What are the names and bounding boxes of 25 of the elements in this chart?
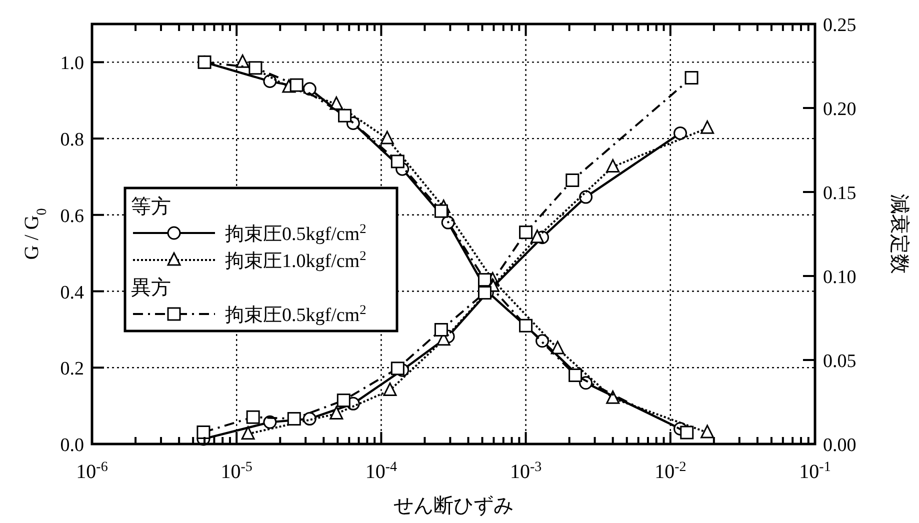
y2-tick-label: 0.10	[823, 267, 856, 288]
y2-axis-title: 減衰定数	[888, 194, 910, 274]
x-tick-label: 10$^{-1}$	[799, 460, 831, 483]
y-tick-label: 0.6	[60, 206, 84, 227]
y-tick-label: 0.2	[60, 358, 84, 380]
x-tick-label: 10$^{-3}$	[510, 460, 542, 483]
x-tick-label: 10$^{-6}$	[76, 460, 108, 483]
y2-tick-label: 0.15	[823, 183, 856, 204]
annotation: 等方	[131, 195, 171, 218]
y-tick-label: 1.0	[60, 53, 84, 74]
y2-tick-label: 0.25	[823, 15, 856, 36]
legend-label: 拘束圧0.5kgf/cm$^{2}$	[225, 302, 366, 326]
x-tick-label: 10$^{-2}$	[654, 460, 686, 483]
legend-label: 拘束圧1.0kgf/cm$^{2}$	[225, 248, 366, 272]
y2-tick-label: 0.20	[823, 99, 856, 120]
x-tick-label: 10$^{-4}$	[365, 460, 398, 483]
y2-tick-label: 0.00	[823, 435, 856, 456]
y-tick-label: 0.0	[60, 435, 84, 456]
annotation: 異方	[131, 276, 171, 299]
legend-label: 拘束圧0.5kgf/cm$^{2}$	[225, 220, 366, 245]
x-tick-label: 10$^{-5}$	[220, 460, 252, 483]
y2-tick-label: 0.05	[823, 351, 856, 372]
y-tick-label: 0.4	[60, 282, 84, 304]
x-axis-title: せん断ひずみ	[394, 495, 514, 517]
y-tick-label: 0.8	[60, 130, 84, 151]
